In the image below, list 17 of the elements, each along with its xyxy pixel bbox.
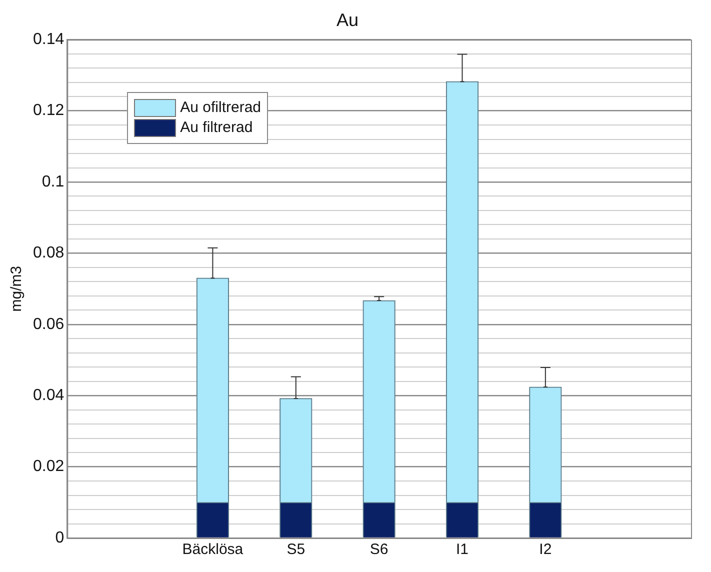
x-tick-label: I2 xyxy=(539,541,552,558)
legend-label: Au filtrerad xyxy=(180,119,253,136)
chart-title: Au xyxy=(336,10,359,30)
y-tick-label: 0.12 xyxy=(33,102,64,120)
x-tick-label: I1 xyxy=(456,541,469,558)
y-tick-label: 0.06 xyxy=(33,316,64,333)
x-tick-label: Bäcklösa xyxy=(182,541,244,558)
y-tick-label: 0.14 xyxy=(33,31,64,48)
y-tick-label: 0.08 xyxy=(33,244,64,262)
x-tick-label: S5 xyxy=(286,541,306,558)
y-tick-label: 0.02 xyxy=(33,458,64,476)
y-axis-title: mg/m3 xyxy=(8,266,26,312)
y-tick-label: 0.1 xyxy=(42,173,64,190)
x-tick-label: S6 xyxy=(370,541,388,558)
legend-label: Au ofiltrerad xyxy=(180,99,262,116)
y-tick-label: 0.04 xyxy=(33,387,64,404)
y-tick-label: 0 xyxy=(55,529,64,546)
